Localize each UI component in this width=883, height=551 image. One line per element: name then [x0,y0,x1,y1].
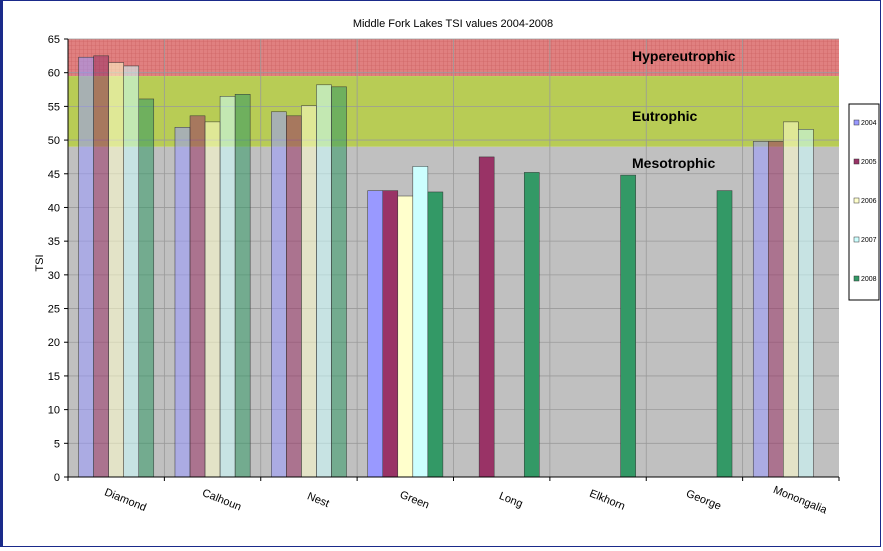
y-axis-label: TSI [34,254,46,271]
legend-swatch-2006 [853,197,860,204]
y-tick-label: 0 [54,472,60,484]
y-tick-label: 45 [48,169,60,181]
bar-green-2005 [382,190,399,478]
bar-diamond-2007 [123,65,139,478]
bar-nest-2006 [301,105,317,478]
legend-swatch-2005 [853,158,860,165]
y-tick-label: 35 [48,236,60,248]
bar-nest-2007 [316,84,332,478]
x-tick-label: Diamond [103,486,148,514]
y-tick-label: 30 [48,270,60,282]
bar-diamond-2005 [93,55,109,478]
bar-monongalia-2007 [798,129,814,478]
bar-calhoun-2004 [174,127,191,478]
tsi-bar-chart: Middle Fork Lakes TSI values 2004-2008 H… [34,18,880,517]
bar-monongalia-2006 [783,121,799,478]
bar-calhoun-2008 [234,94,251,478]
bar-nest-2005 [286,115,302,478]
bar-calhoun-2007 [219,96,236,478]
y-tick-label: 10 [48,405,60,417]
chart-title: Middle Fork Lakes TSI values 2004-2008 [353,18,553,30]
y-tick-label: 25 [48,304,60,316]
y-tick-label: 50 [48,135,60,147]
legend-label-2004: 2004 [861,120,877,127]
bar-long-2005 [478,156,495,478]
x-tick-label: Monongalia [771,484,829,517]
bar-monongalia-2005 [768,141,784,478]
y-tick-label: 65 [48,34,60,46]
x-tick-label: Long [497,490,524,510]
zone-label-hypereutrophic: Hypereutrophic [632,48,736,64]
bar-calhoun-2006 [204,121,221,478]
zone-label-mesotrophic: Mesotrophic [632,155,715,171]
bar-diamond-2008 [138,98,155,478]
bar-long-2008 [523,172,540,478]
x-tick-label: Elkhorn [588,488,627,513]
y-tick-label: 20 [48,337,60,349]
legend-swatch-2008 [853,275,860,282]
bar-elkhorn-2008 [620,174,636,478]
legend-swatch-2007 [853,236,860,243]
legend-label-2007: 2007 [861,237,877,244]
y-tick-label: 55 [48,101,60,113]
zone-labels: Hypereutrophic Eutrophic Mesotrophic [632,48,736,171]
bar-diamond-2004 [78,56,94,478]
x-tick-label: George [684,488,723,513]
bar-green-2004 [367,190,384,478]
legend-label-2005: 2005 [861,159,877,166]
x-tick-label: Calhoun [200,487,242,513]
bar-green-2006 [397,195,414,478]
bar-calhoun-2005 [189,115,206,478]
x-tick-label: Nest [305,490,330,510]
y-tick-label: 40 [48,202,60,214]
bar-green-2007 [412,166,429,478]
legend-label-2006: 2006 [861,198,877,205]
y-tick-label: 5 [54,438,60,450]
legend: 2004 2005 2006 2007 2008 [848,103,880,301]
bars [78,55,814,478]
bar-monongalia-2004 [752,141,769,478]
bar-green-2008 [427,191,444,478]
legend-label-2008: 2008 [861,276,877,283]
zone-label-eutrophic: Eutrophic [632,108,698,124]
bar-nest-2008 [331,86,347,478]
y-tick-label: 60 [48,68,60,80]
y-tick-label: 15 [48,371,60,383]
x-tick-label: Green [398,489,431,512]
bar-nest-2004 [271,111,287,478]
bar-diamond-2006 [108,62,124,478]
bar-george-2008 [716,190,733,478]
legend-swatch-2004 [853,119,860,126]
